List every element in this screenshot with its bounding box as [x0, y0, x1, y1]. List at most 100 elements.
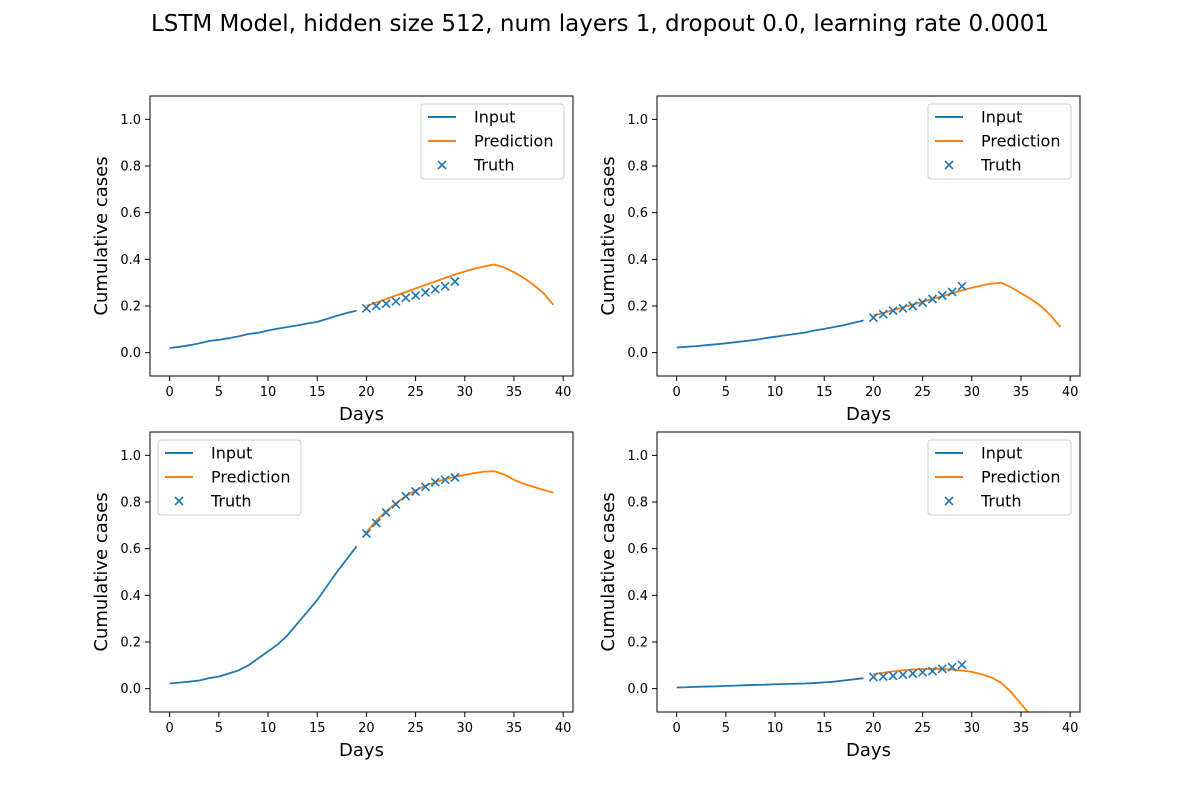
subplot-3: 0 5 10 15 20 25 30 35 40 0.0 0.2 0.4 0.6 0.8 1.0 Days Cu…: [91, 431, 574, 761]
legend: Input Prediction Truth: [420, 103, 565, 180]
x-tick-label: 35: [1013, 721, 1030, 736]
legend-label-prediction: Prediction: [981, 132, 1060, 151]
truth-point: [927, 294, 938, 304]
truth-point: [440, 281, 450, 291]
truth-point: [361, 528, 371, 539]
truth-point: [957, 660, 967, 670]
x-tick-label: 20: [358, 385, 375, 400]
legend-label-input: Input: [474, 108, 515, 127]
truth-point: [868, 672, 878, 682]
truth-point: [927, 666, 938, 676]
truth-point: [411, 486, 421, 497]
x-tick-label: 5: [722, 385, 730, 400]
plot-area: [676, 660, 1030, 712]
y-tick-label: 0.6: [627, 542, 648, 557]
truth-point: [888, 306, 898, 316]
truth-point: [898, 670, 908, 680]
x-axis-label: Days: [339, 740, 384, 761]
x-tick-label: 40: [1062, 721, 1079, 736]
x-tick-label: 25: [914, 385, 931, 400]
axes-frame: [149, 95, 574, 377]
plot-area: [169, 470, 554, 685]
truth-point: [957, 281, 967, 291]
x-tick-label: 30: [964, 721, 981, 736]
y-tick-label: 0.0: [627, 682, 648, 697]
x-tick-label: 25: [407, 385, 424, 400]
x-tick-label: 15: [816, 385, 833, 400]
x-tick-label: 15: [309, 721, 326, 736]
truth-point: [898, 303, 908, 313]
x-tick-label: 40: [1062, 385, 1079, 400]
legend-label-truth: Truth: [210, 492, 252, 511]
x-axis-label: Days: [846, 404, 891, 425]
legend-swatch-truth: [437, 160, 447, 170]
y-tick-label: 0.4: [627, 253, 648, 268]
truth-point: [381, 299, 391, 309]
x-tick-label: 5: [215, 385, 223, 400]
truth-point: [937, 290, 947, 301]
legend-swatch-truth: [174, 496, 184, 506]
x-tick-label: 10: [767, 385, 784, 400]
subplot-2: 0 5 10 15 20 25 30 35 40 0.0 0.2 0.4 0.6 0.8 1.0 Days Cu…: [598, 95, 1081, 425]
y-axis-label: Cumulative cases: [598, 156, 619, 315]
axes-frame: [656, 431, 1081, 713]
x-tick-label: 25: [914, 721, 931, 736]
legend-box: [420, 103, 565, 180]
truth-point: [918, 297, 928, 308]
x-tick-label: 35: [1013, 385, 1030, 400]
legend: Input Prediction Truth: [927, 103, 1072, 180]
truth-point: [888, 671, 898, 681]
x-tick-label: 0: [673, 721, 681, 736]
x-tick-label: 0: [166, 385, 174, 400]
truth-point: [908, 301, 918, 311]
x-tick-label: 10: [260, 385, 277, 400]
y-tick-label: 0.0: [627, 346, 648, 361]
y-tick-label: 0.8: [120, 160, 141, 175]
truth-point: [381, 507, 391, 518]
x-tick-label: 35: [506, 721, 523, 736]
truth-point: [420, 287, 431, 298]
truth-point: [450, 472, 460, 483]
truth-point: [918, 667, 928, 677]
series-input-line: [169, 545, 358, 685]
y-tick-label: 1.0: [627, 449, 648, 464]
plot-area: [676, 281, 1062, 349]
y-tick-label: 0.8: [627, 496, 648, 511]
truth-point: [371, 301, 381, 311]
truth-point: [430, 477, 440, 487]
axes-frame: [149, 431, 574, 713]
truth-point: [411, 290, 421, 301]
y-tick-label: 0.2: [120, 636, 141, 651]
x-tick-label: 30: [964, 385, 981, 400]
series-input-line: [676, 319, 864, 349]
x-tick-label: 15: [816, 721, 833, 736]
y-tick-label: 0.4: [120, 589, 141, 604]
truth-point: [440, 475, 450, 485]
y-tick-label: 0.0: [120, 682, 141, 697]
legend-label-input: Input: [981, 108, 1022, 127]
y-axis-label: Cumulative cases: [91, 492, 112, 651]
truth-point: [391, 296, 401, 306]
truth-point: [391, 499, 401, 509]
legend-box: [157, 439, 302, 516]
y-tick-label: 0.6: [120, 542, 141, 557]
x-tick-label: 40: [555, 721, 572, 736]
y-axis-label: Cumulative cases: [91, 156, 112, 315]
truth-point: [401, 293, 411, 303]
x-tick-label: 5: [722, 721, 730, 736]
legend-label-input: Input: [211, 444, 252, 463]
series-prediction-line: [873, 281, 1062, 328]
series-prediction-line: [366, 263, 555, 307]
truth-point: [878, 309, 888, 319]
truth-point: [361, 303, 371, 313]
y-tick-label: 0.2: [627, 300, 648, 315]
series-input-line: [169, 309, 357, 349]
x-axis-label: Days: [339, 404, 384, 425]
legend: Input Prediction Truth: [157, 439, 302, 516]
series-prediction-line: [873, 667, 1030, 712]
truth-point: [450, 276, 460, 287]
x-tick-label: 0: [673, 385, 681, 400]
legend-label-truth: Truth: [980, 156, 1022, 175]
